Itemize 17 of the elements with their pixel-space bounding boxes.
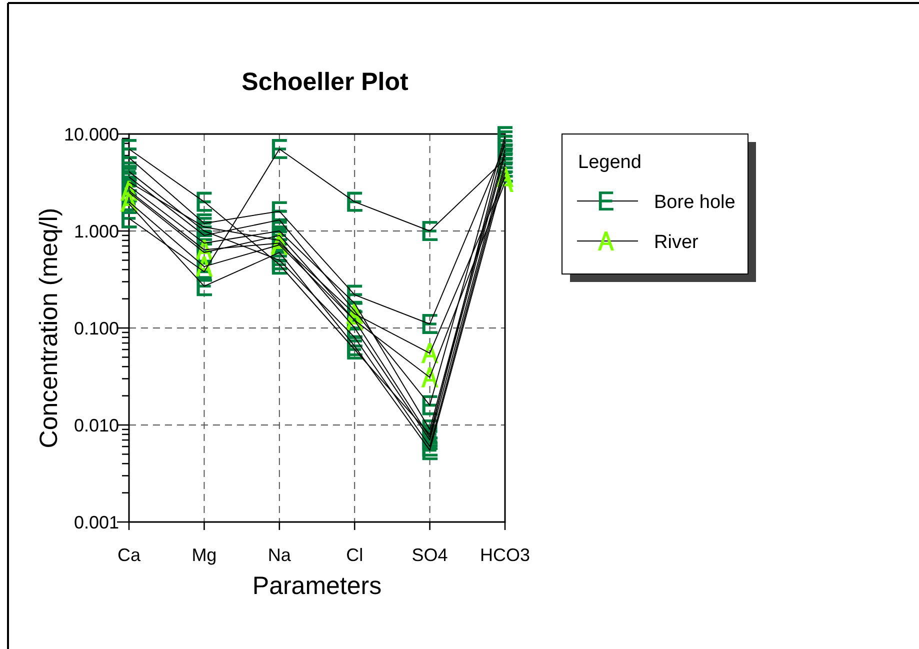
- legend-title: Legend: [578, 152, 642, 173]
- chart-title: Schoeller Plot: [242, 68, 410, 96]
- x-tick-label: HCO3: [480, 545, 530, 565]
- x-tick-label: Mg: [192, 545, 217, 565]
- y-axis-title: Concentration (meq/l): [35, 208, 63, 448]
- legend-label: River: [654, 232, 700, 253]
- y-tick-label: 0.001: [74, 512, 119, 532]
- legend-label: Bore hole: [654, 192, 736, 213]
- y-tick-label: 1.000: [74, 222, 119, 242]
- x-tick-label: Cl: [346, 545, 364, 565]
- x-axis-title: Parameters: [252, 572, 382, 600]
- x-tick-label: Ca: [117, 545, 142, 565]
- y-tick-label: 0.100: [74, 318, 119, 338]
- y-tick-label: 0.010: [74, 416, 119, 436]
- x-tick-label: SO4: [412, 545, 448, 565]
- x-tick-label: Na: [268, 545, 292, 565]
- y-tick-label: 10.000: [64, 124, 119, 144]
